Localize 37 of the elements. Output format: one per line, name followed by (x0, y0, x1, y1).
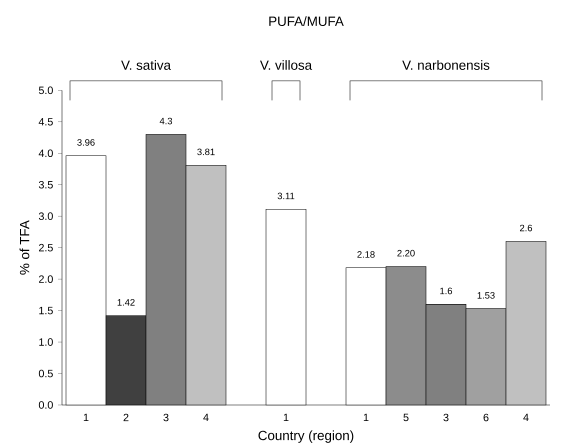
data-label: 3.11 (278, 192, 294, 200)
data-label: 2.18 (357, 251, 375, 258)
x-tick-label: 3 (443, 414, 448, 422)
data-label: 4.3 (160, 118, 172, 124)
y-tick-label: 0.5 (38, 370, 53, 378)
chart-title: PUFA/MUFA (269, 16, 344, 26)
data-label: 2.6 (520, 224, 532, 232)
x-tick-label: 2 (124, 414, 128, 422)
data-label: 1.53 (478, 292, 495, 299)
data-label: 3.96 (77, 138, 95, 146)
text: V. sativa (121, 60, 171, 70)
y-tick-label: 4.0 (38, 149, 53, 157)
y-tick-label: 4.5 (38, 118, 53, 126)
data-label: 2.20 (397, 250, 415, 256)
data-label: 3.81 (197, 148, 215, 156)
y-tick-label: 2.5 (39, 244, 53, 252)
x-tick-label: 1 (364, 414, 368, 421)
x-tick-label: 1 (284, 414, 288, 421)
y-tick-label: 1.0 (39, 338, 53, 346)
y-axis-title: % of TFA (20, 220, 30, 274)
y-tick-label: 1.5 (39, 306, 53, 314)
y-tick-label: 3.5 (38, 180, 53, 188)
y-tick-label: 0.0 (38, 401, 53, 409)
data-label: 1.6 (440, 288, 452, 294)
y-tick-label: 3.0 (38, 212, 53, 220)
data-label: 1.42 (118, 298, 135, 306)
x-tick-label: 4 (523, 414, 529, 421)
x-tick-label: 6 (484, 414, 488, 422)
x-axis-title: Country (region) (258, 430, 354, 443)
x-tick-label: 5 (403, 414, 409, 422)
x-tick-label: 1 (84, 414, 88, 421)
text: V. villosa (260, 60, 312, 70)
y-tick-label: 5.0 (38, 86, 53, 94)
x-tick-label: 4 (203, 414, 209, 421)
text: V. narbonensis (402, 60, 490, 70)
y-tick-label: 2.0 (39, 275, 53, 283)
x-tick-label: 3 (163, 414, 168, 422)
